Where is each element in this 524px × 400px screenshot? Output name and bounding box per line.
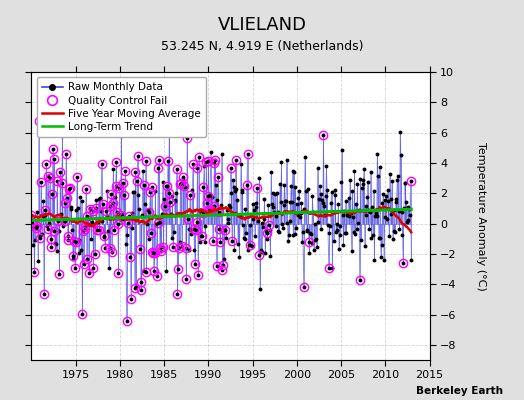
- Text: VLIELAND: VLIELAND: [217, 16, 307, 34]
- Legend: Raw Monthly Data, Quality Control Fail, Five Year Moving Average, Long-Term Tren: Raw Monthly Data, Quality Control Fail, …: [37, 77, 206, 137]
- Text: Berkeley Earth: Berkeley Earth: [416, 386, 503, 396]
- Y-axis label: Temperature Anomaly (°C): Temperature Anomaly (°C): [476, 142, 486, 290]
- Text: 53.245 N, 4.919 E (Netherlands): 53.245 N, 4.919 E (Netherlands): [161, 40, 363, 53]
